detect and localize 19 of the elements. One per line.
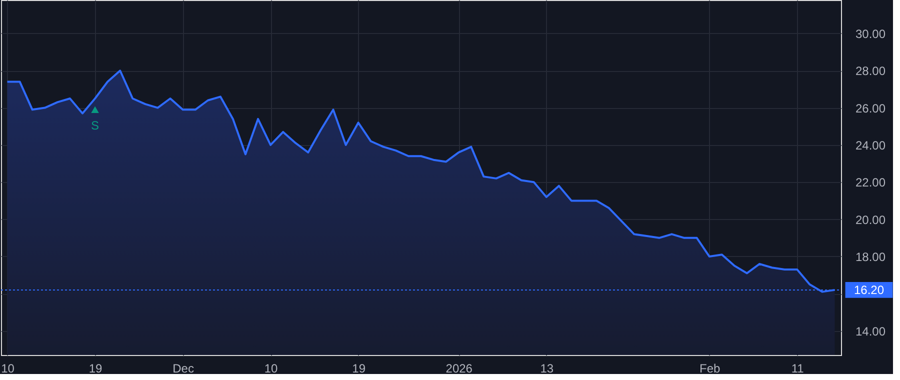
x-tick-label: 10: [1, 362, 15, 376]
y-tick-label: 18.00: [856, 250, 886, 264]
ref-line-label: 16.20: [854, 282, 884, 297]
y-tick-label: 24.00: [856, 138, 886, 152]
x-tick-label: Feb: [700, 362, 721, 376]
x-tick-label: 19: [352, 362, 366, 376]
x-tick-label: 2026: [446, 362, 473, 376]
x-tick-label: 13: [540, 362, 554, 376]
y-tick-label: 20.00: [856, 212, 886, 227]
x-tick-label: Dec: [172, 362, 194, 376]
annotation: S: [91, 118, 100, 133]
y-tick-label: 22.00: [856, 176, 886, 190]
y-tick-label: 30.00: [856, 26, 886, 41]
x-tick-label: 11: [791, 362, 804, 376]
x-tick-label: 19: [88, 362, 103, 376]
y-tick-label: 28.00: [856, 64, 886, 78]
x-tick-label: 10: [264, 362, 278, 376]
y-tick-label: 26.00: [856, 101, 886, 116]
y-tick-label: 14.00: [856, 324, 886, 338]
